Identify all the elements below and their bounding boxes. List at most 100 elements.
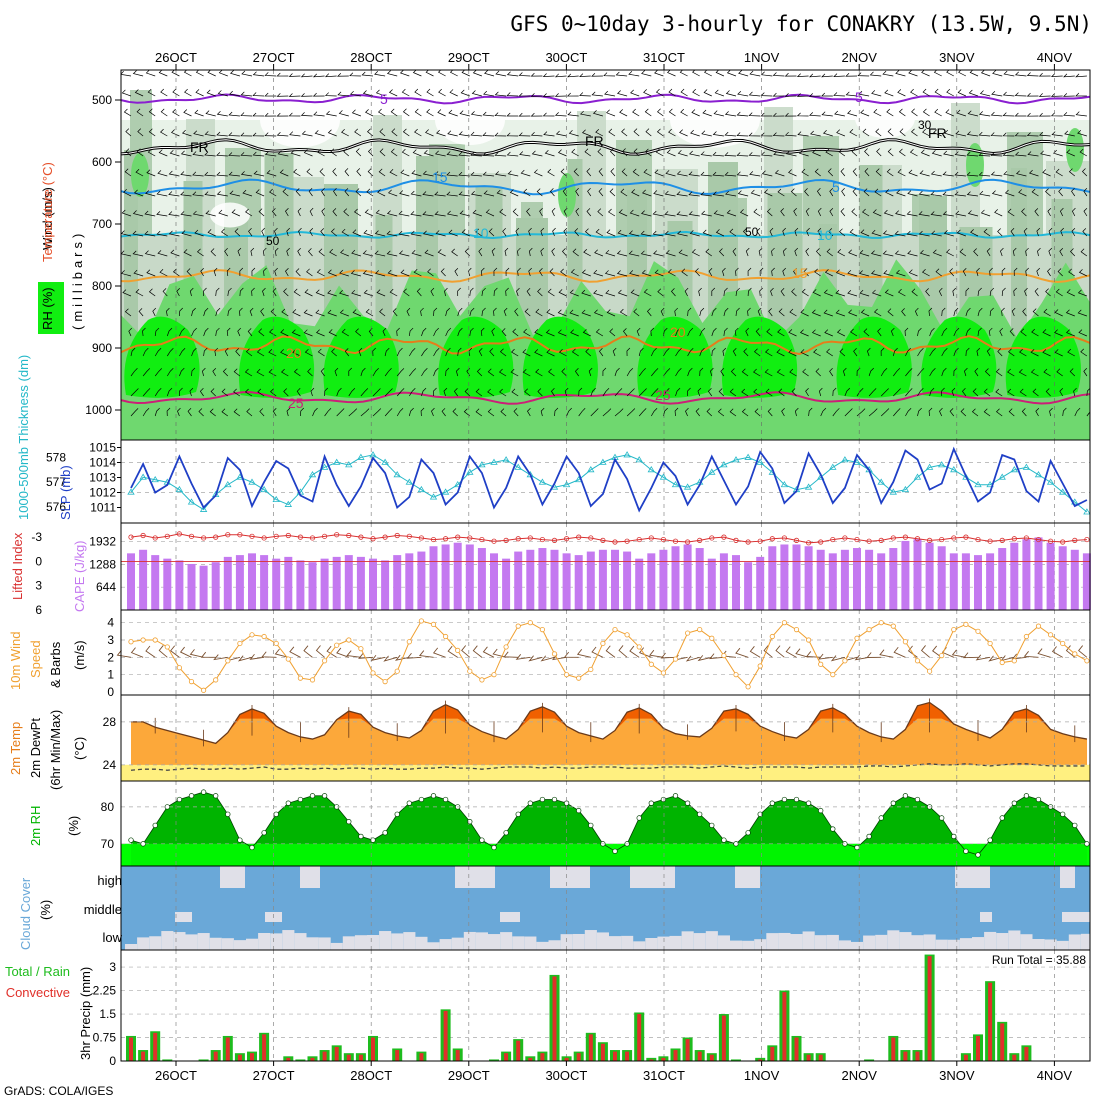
wind-barb — [482, 132, 495, 137]
footer-credit: GrADS: COLA/IGES — [4, 1084, 113, 1098]
wind10-label-1: 10m Wind — [8, 631, 23, 690]
wind-barb — [629, 270, 640, 277]
wind-barb — [753, 348, 761, 357]
wind-barb — [859, 289, 870, 297]
wind10-barb — [629, 645, 640, 658]
rh2m-point — [249, 844, 255, 851]
wind-barb — [396, 327, 400, 337]
wind-barb — [860, 109, 870, 117]
temp2m-label-3: (6hr Min/Max) — [48, 710, 63, 790]
cloud-low-clear — [185, 934, 198, 950]
bottom-date-label: 4NOV — [1037, 1068, 1073, 1083]
wind-barb — [240, 171, 253, 177]
li-tick-label: 6 — [35, 603, 42, 617]
rh-axis-label: RH (%) — [40, 287, 55, 330]
wind10-point — [309, 677, 316, 683]
wind-barb — [527, 407, 531, 417]
wind-barb — [1020, 328, 1027, 337]
wind-barb — [233, 388, 241, 397]
wind-barb — [581, 309, 591, 317]
lifted-index-point — [600, 537, 606, 543]
wind10-barb — [649, 649, 664, 658]
wind-barb — [1043, 368, 1051, 377]
wind-barb — [1018, 368, 1027, 377]
wind-barb — [256, 348, 265, 357]
wind-barb — [598, 168, 604, 177]
contour-label-fifteen-orange: 15 — [792, 265, 808, 281]
thickness-point — [647, 466, 656, 473]
wind-barb — [315, 329, 325, 337]
cape-bar — [853, 548, 861, 610]
wind-barb — [1075, 111, 1087, 117]
wind10-point — [1084, 658, 1090, 664]
cloud-low-clear — [427, 942, 440, 950]
wind-barb — [620, 188, 628, 197]
wind-barb — [702, 229, 712, 237]
cloud-low-clear — [766, 933, 779, 950]
wind-barb — [154, 327, 160, 337]
wind-barb — [233, 408, 241, 417]
cape-bar — [865, 549, 874, 610]
wind-barb — [1018, 189, 1027, 197]
thickness-point — [332, 458, 341, 465]
wind-barb — [776, 349, 785, 357]
wind-barb — [769, 227, 774, 237]
lifted-index-point — [334, 532, 340, 538]
lifted-index-point — [987, 538, 993, 544]
wind-barb — [785, 150, 797, 157]
wind10-point — [128, 639, 134, 645]
thickness-point — [829, 463, 837, 470]
wind-barb — [1063, 73, 1075, 78]
cloud-low-clear — [1008, 930, 1021, 950]
wind-barb — [499, 208, 507, 217]
wind-barb — [256, 368, 265, 377]
wind-barb — [362, 250, 374, 257]
wind-barb — [736, 171, 749, 177]
lifted-index-point — [1011, 536, 1017, 542]
precip-convective-bar — [637, 1014, 642, 1061]
wind-barb — [177, 407, 181, 417]
wind10-tick-label: 3 — [107, 633, 114, 647]
precip-convective-bar — [262, 1034, 267, 1061]
cloud-low-clear — [161, 931, 174, 950]
precip-convective-bar — [455, 1050, 460, 1061]
wind-barb — [494, 112, 507, 117]
wind-barb — [330, 148, 337, 157]
wind10-barb — [775, 645, 785, 658]
wind-barb — [756, 228, 761, 237]
wind-barb — [1013, 287, 1017, 297]
cloud-high-clear — [455, 866, 495, 888]
lifted-index-point — [805, 540, 812, 546]
wind-barb — [340, 249, 349, 257]
cloud-high-clear — [735, 866, 760, 888]
wind-barb — [833, 92, 845, 97]
cape-bar — [913, 539, 922, 610]
wind-barb — [157, 250, 168, 257]
precip-convective-bar — [625, 1051, 630, 1061]
wind-barb — [469, 307, 475, 317]
wind-barb — [300, 112, 313, 117]
wind-barb — [1065, 309, 1075, 317]
wind-barb — [222, 368, 229, 377]
wind-barb — [203, 327, 209, 337]
wind-barb — [475, 228, 483, 237]
wind-barb — [121, 209, 132, 217]
wind-barb — [410, 230, 422, 237]
precip-convective-bar — [976, 1035, 980, 1061]
wind-barb — [421, 327, 427, 337]
wind-barb — [907, 190, 918, 197]
cape-bar — [756, 556, 765, 610]
cloud-low-clear — [645, 937, 658, 950]
bottom-date-label: 26OCT — [155, 1068, 197, 1083]
wind-barb — [384, 408, 393, 417]
top-date-label: 27OCT — [253, 50, 295, 65]
wind-barb — [812, 149, 821, 157]
wind-barb — [676, 170, 688, 177]
wind-barb — [965, 327, 971, 337]
lifted-index-point — [563, 536, 570, 542]
wind-barb — [433, 307, 438, 317]
wind-barb — [451, 248, 458, 257]
wind-barb — [910, 88, 918, 97]
wind-barb — [261, 227, 265, 237]
wind-barb — [276, 112, 289, 117]
